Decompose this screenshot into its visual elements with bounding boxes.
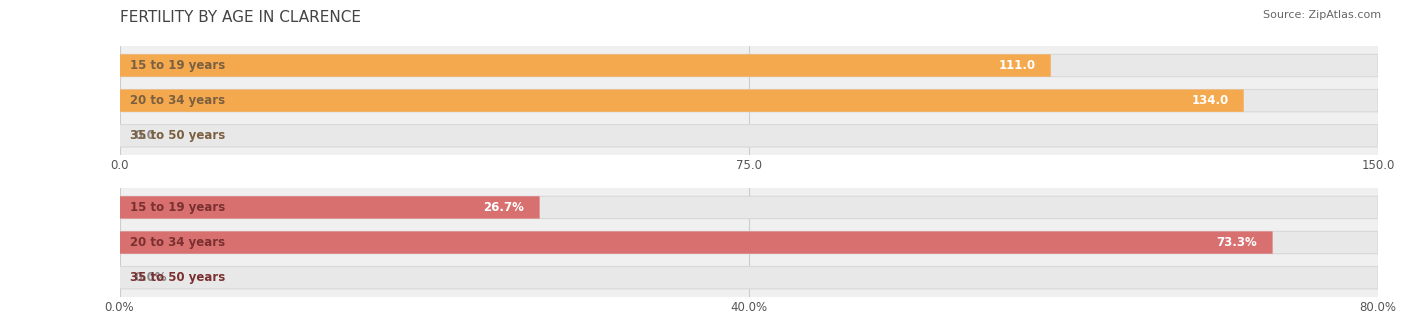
Text: 35 to 50 years: 35 to 50 years (129, 129, 225, 142)
FancyBboxPatch shape (120, 231, 1272, 254)
FancyBboxPatch shape (120, 125, 1378, 147)
FancyBboxPatch shape (120, 89, 1244, 112)
Text: 134.0: 134.0 (1191, 94, 1229, 107)
Text: 0.0%: 0.0% (135, 271, 167, 284)
FancyBboxPatch shape (120, 196, 1378, 218)
Text: 0.0: 0.0 (135, 129, 156, 142)
Text: 15 to 19 years: 15 to 19 years (129, 201, 225, 214)
FancyBboxPatch shape (120, 89, 1378, 112)
FancyBboxPatch shape (120, 54, 1050, 77)
Text: 73.3%: 73.3% (1216, 236, 1257, 249)
FancyBboxPatch shape (120, 196, 540, 218)
FancyBboxPatch shape (120, 231, 1378, 254)
Text: 35 to 50 years: 35 to 50 years (129, 271, 225, 284)
Text: Source: ZipAtlas.com: Source: ZipAtlas.com (1263, 10, 1381, 20)
Text: 26.7%: 26.7% (484, 201, 524, 214)
Text: FERTILITY BY AGE IN CLARENCE: FERTILITY BY AGE IN CLARENCE (120, 10, 360, 25)
FancyBboxPatch shape (120, 267, 1378, 289)
Text: 15 to 19 years: 15 to 19 years (129, 59, 225, 72)
FancyBboxPatch shape (120, 54, 1378, 77)
Text: 20 to 34 years: 20 to 34 years (129, 236, 225, 249)
Text: 20 to 34 years: 20 to 34 years (129, 94, 225, 107)
Text: 111.0: 111.0 (998, 59, 1036, 72)
